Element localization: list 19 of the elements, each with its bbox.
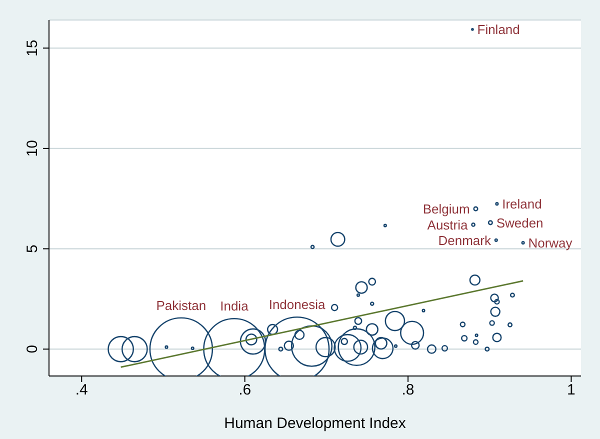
x-axis-title: Human Development Index [224,415,406,432]
annotation: Belgium [422,201,470,216]
annotation: Denmark [438,232,492,248]
annotation: Finland [477,22,520,38]
annotation: Pakistan [156,298,206,313]
annotation: India [220,298,250,314]
annotation: Norway [528,235,573,250]
annotation: Sweden [496,215,544,230]
y-tick-label: 0 [24,344,41,354]
y-tick-label: 5 [24,244,41,253]
x-tick-label: 1 [567,382,576,399]
x-tick-label: .4 [75,382,88,399]
y-tick-label: 15 [24,40,41,56]
x-tick-label: .6 [238,382,252,399]
annotation: Austria [427,217,469,232]
x-tick-label: .8 [402,382,414,399]
y-tick-label: 10 [24,140,41,157]
annotation: Ireland [502,196,542,212]
annotation: Indonesia [268,297,326,312]
